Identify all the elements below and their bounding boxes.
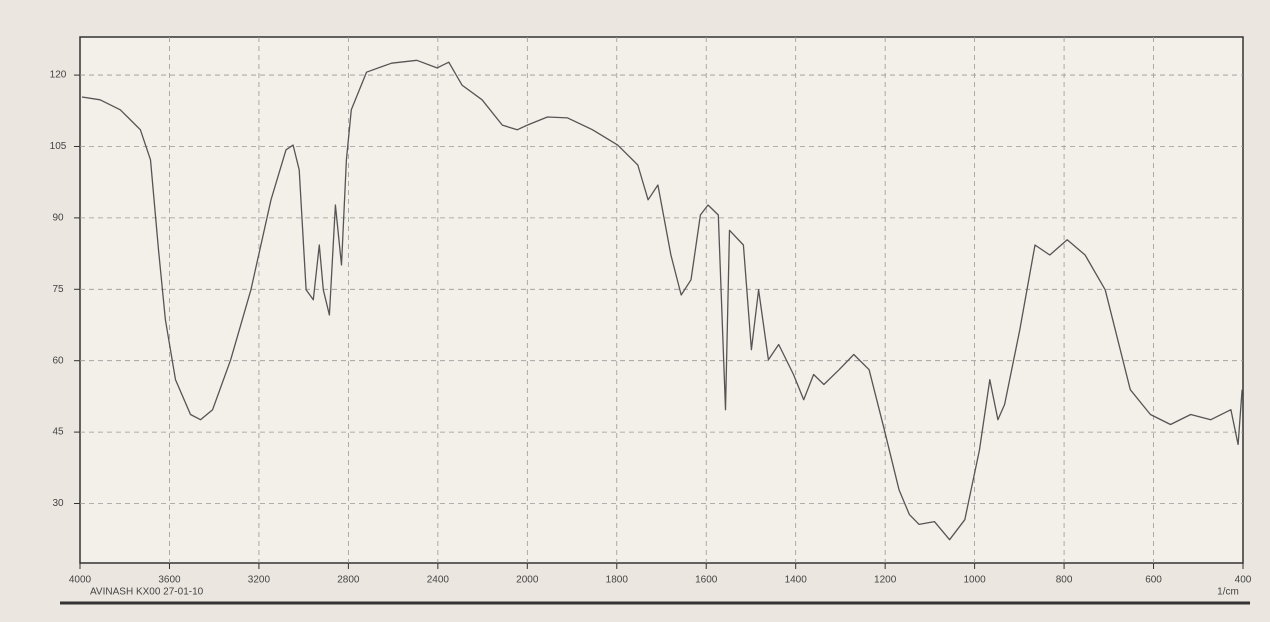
x-tick-label: 1800 — [606, 575, 629, 586]
x-tick-label: 3600 — [158, 575, 181, 586]
x-tick-label: 1200 — [874, 575, 897, 586]
x-tick-label: 800 — [1056, 575, 1073, 586]
footer-annotation: AVINASH KX00 27-01-10 — [90, 587, 204, 598]
x-tick-label: 2000 — [516, 575, 539, 586]
y-tick-label: 60 — [52, 355, 64, 366]
x-tick-label: 2400 — [427, 575, 450, 586]
x-tick-label: 1600 — [695, 575, 718, 586]
x-tick-label: 600 — [1145, 575, 1162, 586]
y-tick-label: 90 — [52, 213, 64, 224]
y-tick-label: 120 — [50, 70, 67, 81]
x-tick-label: 400 — [1235, 575, 1252, 586]
plot-frame — [79, 36, 1244, 564]
x-tick-label: 1400 — [785, 575, 808, 586]
y-tick-label: 105 — [50, 141, 67, 152]
y-tick-label: 45 — [52, 427, 64, 438]
x-axis-label: 1/cm — [1217, 587, 1239, 598]
spectrum-line — [81, 59, 1243, 541]
y-tick-label: 75 — [52, 284, 64, 295]
x-tick-label: 1000 — [963, 575, 986, 586]
x-tick-label: 2800 — [337, 575, 360, 586]
x-tick-label: 4000 — [69, 575, 92, 586]
y-tick-label: 30 — [52, 498, 64, 509]
x-tick-label: 3200 — [248, 575, 271, 586]
